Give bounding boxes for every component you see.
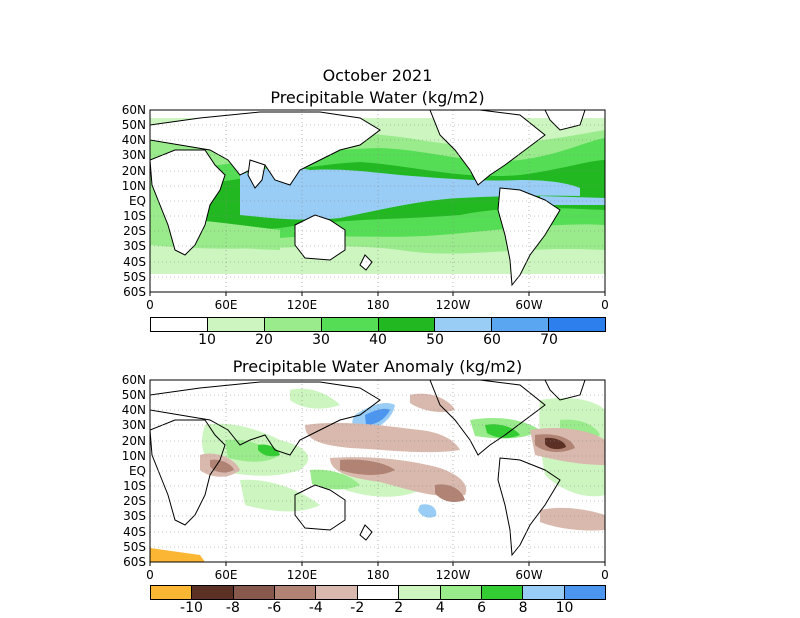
lat-label: 20N [121,434,146,448]
lat-label: 20N [121,164,146,178]
colorbar-swatch [435,318,493,331]
colorbar-swatch [399,586,441,599]
lat-label: 50N [121,388,146,402]
lat-label: 30N [121,148,146,162]
colorbar-swatch [492,318,550,331]
colorbar-tick-label: 10 [555,600,574,616]
colorbar-tick-label: 6 [477,600,487,616]
colorbar-swatch [316,586,358,599]
colorbar-swatch [151,318,208,331]
lat-label: 40S [123,525,146,539]
lon-label: 60E [214,568,238,582]
colorbar-swatch [207,318,265,331]
lat-label: 50S [123,540,146,554]
continents-2 [150,380,586,557]
lat-label: 10S [123,209,146,223]
continents [150,110,586,287]
lon-label: 120E [286,568,318,582]
colorbar-tick-label: -4 [308,600,323,616]
lat-label: EQ [128,464,146,478]
lat-label: 20S [123,494,146,508]
lat-label: 60N [121,373,146,387]
colorbar-swatch [357,586,400,599]
panel1-colorbar [150,317,606,332]
colorbar-tick-label: 10 [198,332,216,348]
colorbar-tick-label: 40 [369,332,387,348]
lat-label: 10S [123,479,146,493]
panel1-title-line2: Precipitable Water (kg/m2) [270,88,485,107]
panel2-title: Precipitable Water Anomaly (kg/m2) [232,357,523,376]
lat-label: EQ [128,194,146,208]
lon-label: 60E [214,298,238,312]
colorbar-swatch [378,318,436,331]
colorbar-tick-label: 20 [255,332,273,348]
lon-label: 120W [435,568,471,582]
lon-label: 0 [601,298,609,312]
colorbar-swatch [321,318,379,331]
precip-water-anomaly-map [149,379,606,566]
lat-label: 40S [123,255,146,269]
colorbar-swatch [233,586,276,599]
panel1-title-line1: October 2021 [322,66,433,85]
colorbar-swatch [264,318,322,331]
colorbar-tick-label: 2 [394,600,404,616]
anomaly-negative-strong [545,437,566,450]
lon-label: 0 [601,568,609,582]
lat-label: 60S [123,555,146,569]
lat-label: 40N [121,403,146,417]
anomaly-positive-strong [258,424,520,457]
colorbar-swatch [549,318,605,331]
colorbar-swatch [564,586,605,599]
lat-label: 10N [121,179,146,193]
colorbar-tick-label: -8 [225,600,240,616]
lat-label: 30S [123,509,146,523]
lon-label: 60W [515,298,543,312]
lat-label: 40N [121,133,146,147]
lon-label: 180 [366,298,390,312]
colorbar-tick-label: 4 [435,600,445,616]
precip-water-map [149,109,606,296]
lat-label: 10N [121,449,146,463]
pw-band-50-60 [240,167,580,220]
lon-label: 0 [146,568,154,582]
lat-label: 60S [123,285,146,299]
lat-label: 50N [121,118,146,132]
colorbar-tick-label: -6 [267,600,282,616]
lat-label: 50S [123,270,146,284]
colorbar-swatch [481,586,524,599]
colorbar-swatch [192,586,234,599]
colorbar-swatch [523,586,565,599]
lon-label: 120W [435,298,471,312]
anomaly-orange [150,548,205,562]
colorbar-tick-label: -2 [350,600,365,616]
lon-label: 120E [286,298,318,312]
lon-label: 60W [515,568,543,582]
colorbar-tick-label: 8 [518,600,528,616]
colorbar-swatch [151,586,193,599]
colorbar-swatch [440,586,482,599]
colorbar-tick-label: 30 [312,332,330,348]
pw-ocean-band [540,196,605,205]
lat-label: 30N [121,418,146,432]
lat-label: 60N [121,103,146,117]
lat-label: 30S [123,239,146,253]
colorbar-swatch [275,586,317,599]
colorbar-tick-label: 50 [426,332,444,348]
colorbar-tick-label: 60 [483,332,501,348]
colorbar-tick-label: 70 [540,332,558,348]
lon-label: 180 [366,568,390,582]
colorbar-tick-label: -10 [180,600,203,616]
lon-label: 0 [146,298,154,312]
panel2-colorbar [150,585,606,600]
lat-label: 20S [123,224,146,238]
